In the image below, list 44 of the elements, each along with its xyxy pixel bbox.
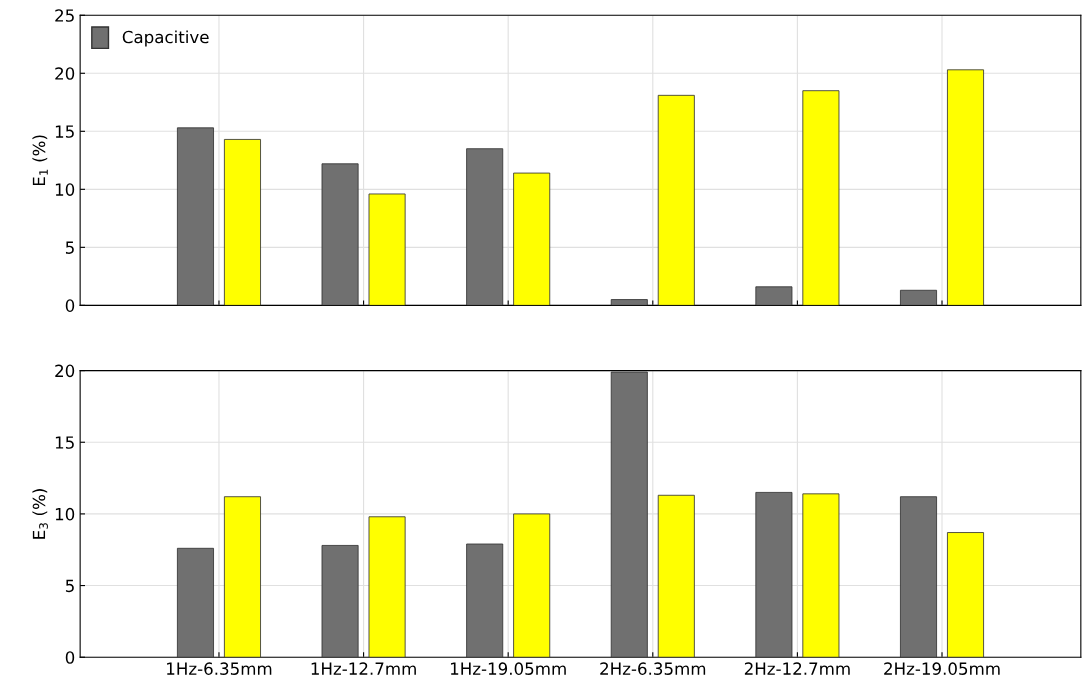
y-axis-title: E$_{3}$ (%)	[32, 489, 48, 539]
y-tick-label: 0	[65, 299, 75, 312]
x-tick-label: 1Hz-19.05mm	[450, 662, 566, 675]
bar	[368, 193, 406, 306]
bar	[947, 69, 984, 306]
bar	[947, 532, 984, 658]
x-tick-label: 1Hz-12.7mm	[311, 662, 416, 675]
bar	[755, 286, 793, 306]
bar	[802, 493, 840, 658]
bar	[223, 139, 261, 306]
x-tick-label: 1Hz-6.35mm	[167, 662, 272, 675]
x-tick-label: 2Hz-19.05mm	[884, 662, 1000, 675]
bar	[466, 543, 504, 658]
y-axis-title: E$_{1}$ (%)	[32, 135, 48, 186]
bar	[610, 371, 648, 658]
y-tick-label: 20	[55, 67, 75, 80]
bar	[466, 148, 504, 306]
bar	[223, 496, 261, 658]
y-tick-label: 10	[55, 183, 75, 196]
y-tick-label: 15	[55, 436, 74, 449]
bar	[321, 163, 359, 306]
legend-label: Capacitive	[122, 30, 209, 47]
bar	[321, 545, 359, 658]
y-tick-label: 5	[65, 241, 74, 254]
bar	[176, 547, 214, 658]
y-tick-label: 0	[65, 651, 75, 664]
x-tick-label: 2Hz-6.35mm	[600, 662, 706, 675]
bar	[802, 90, 840, 306]
bar	[657, 494, 695, 658]
bar	[657, 94, 695, 306]
bar	[900, 289, 938, 306]
y-tick-label: 20	[55, 364, 75, 378]
bar	[368, 516, 406, 658]
y-tick-label: 5	[65, 579, 74, 593]
bar	[176, 127, 214, 306]
bar	[513, 513, 551, 658]
bar	[610, 299, 648, 306]
y-tick-label: 25	[55, 9, 74, 22]
x-tick-label: 2Hz-12.7mm	[744, 662, 850, 675]
y-tick-label: 10	[55, 507, 75, 521]
y-tick-label: 15	[55, 125, 74, 138]
bar	[900, 496, 938, 658]
bar	[755, 491, 793, 658]
bar	[513, 172, 551, 306]
